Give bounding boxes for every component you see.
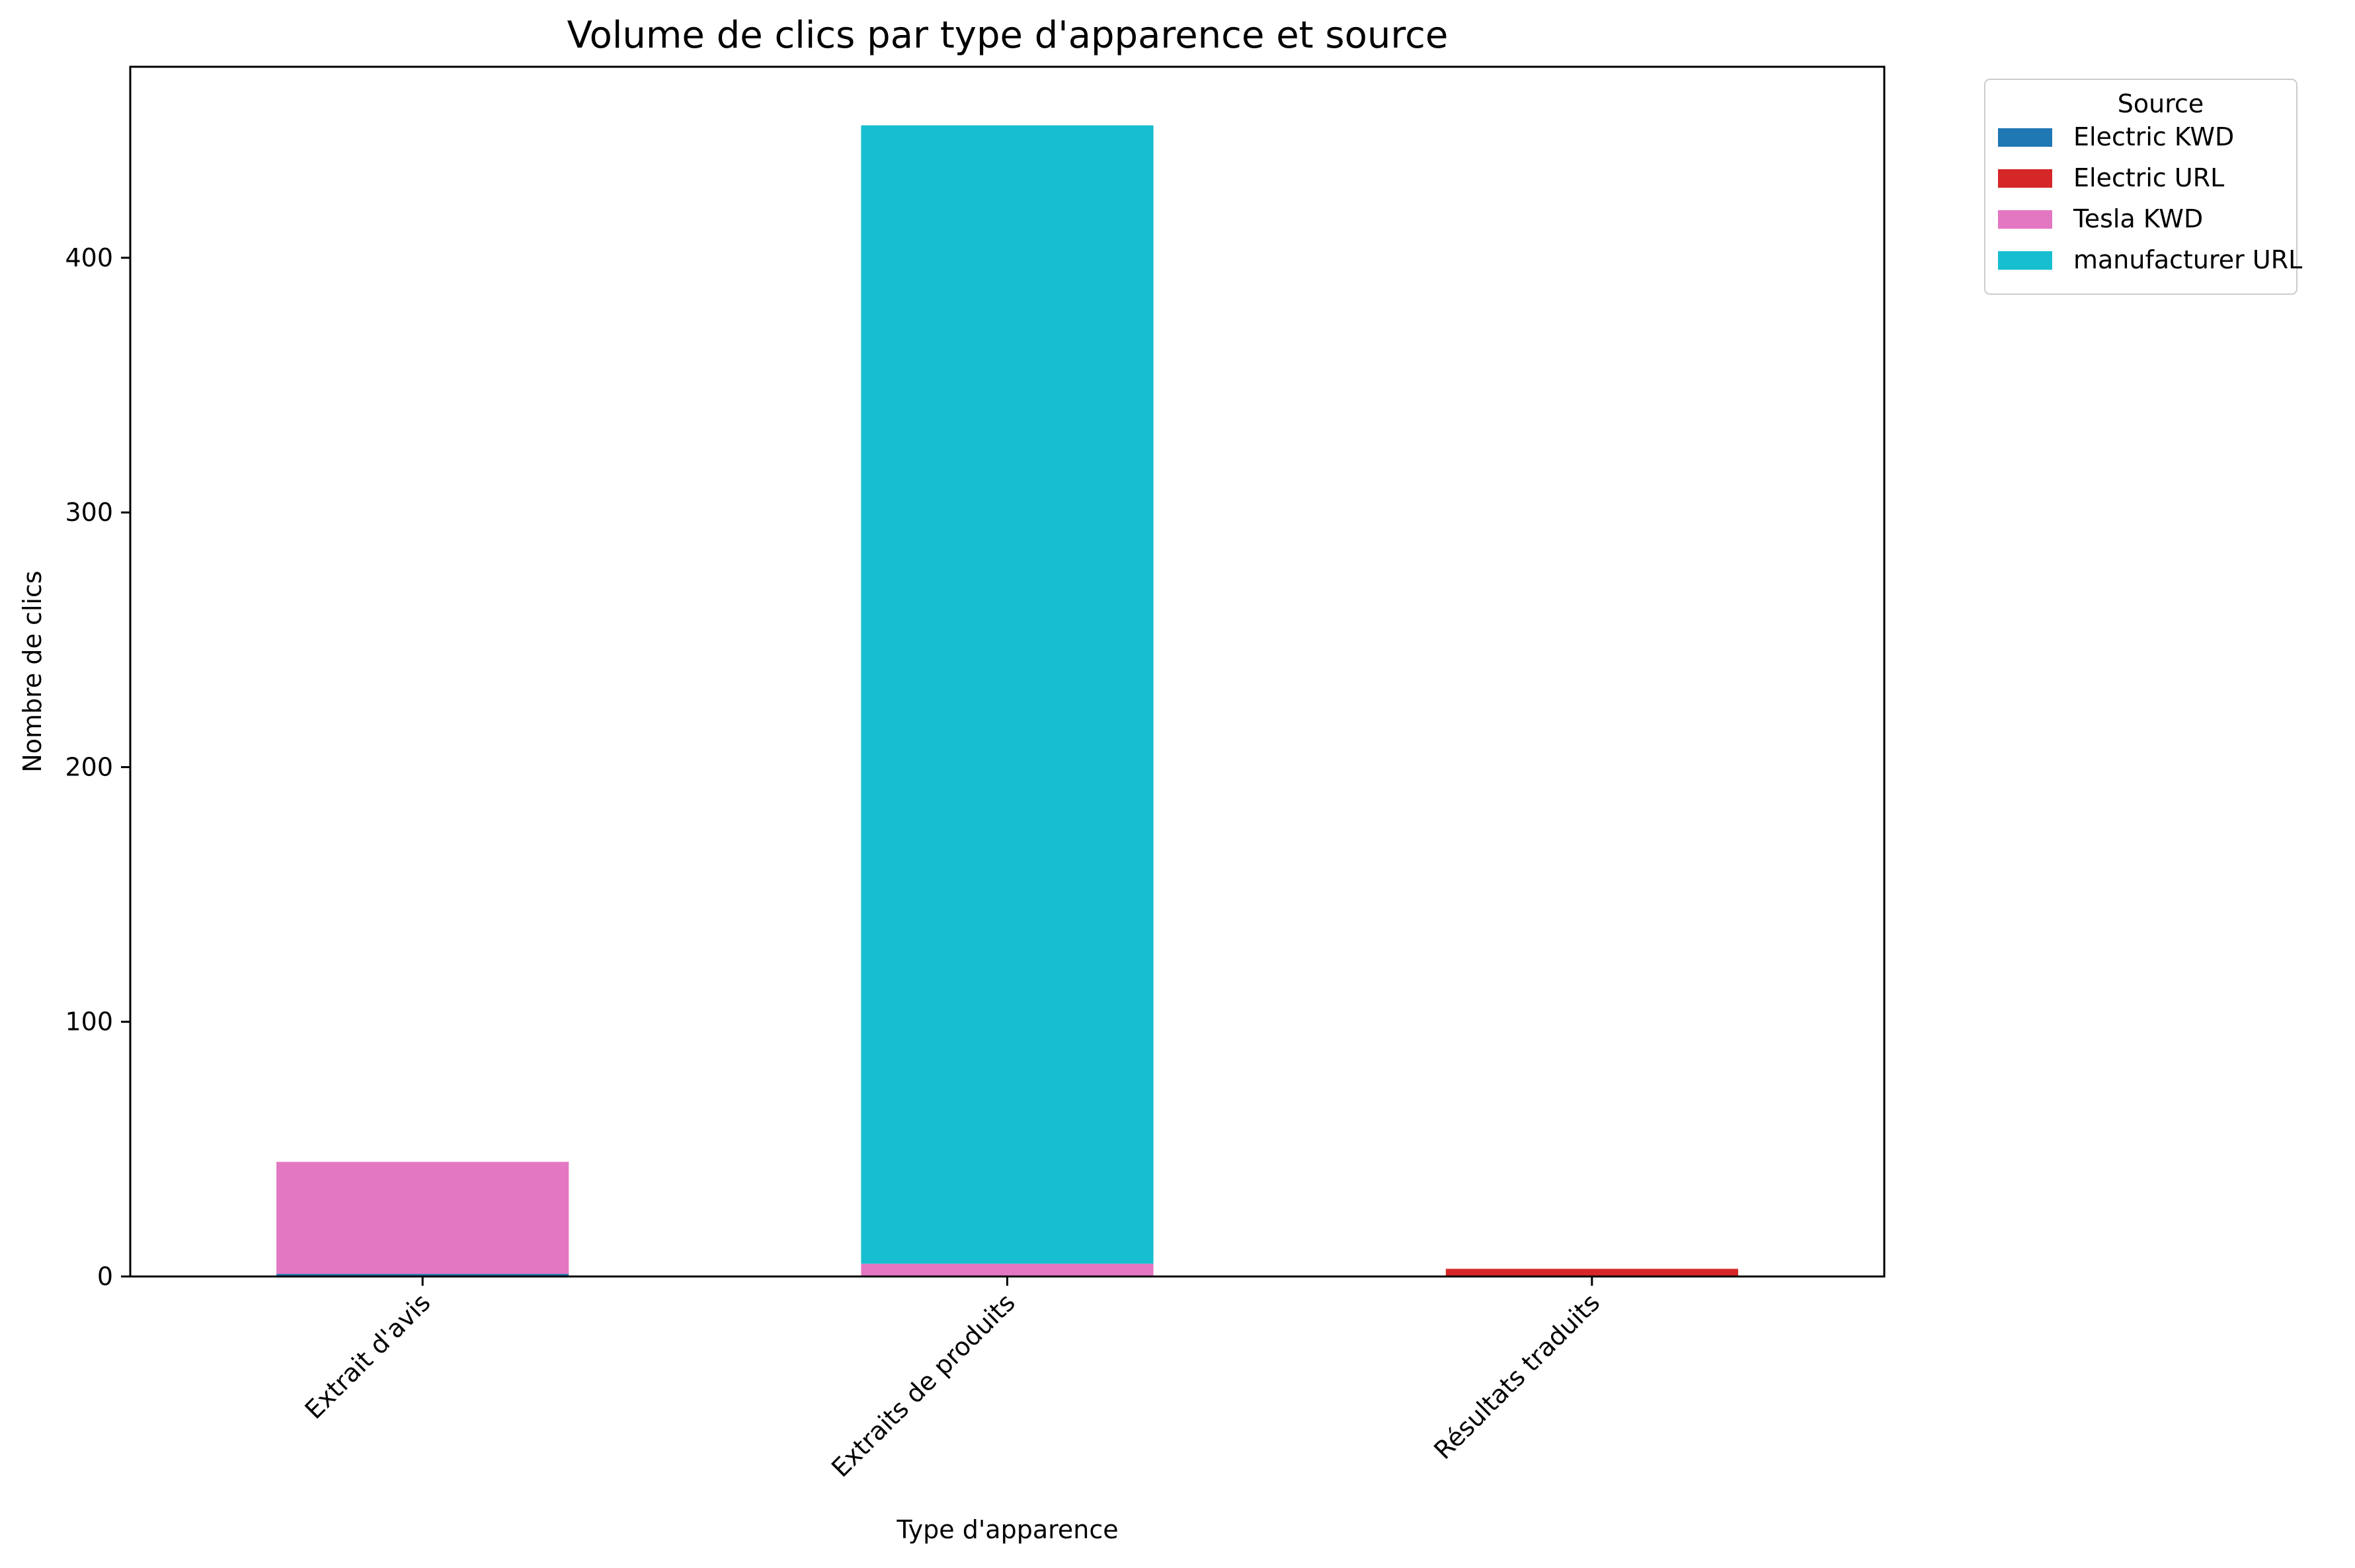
y-tick-label: 0 bbox=[97, 1262, 113, 1291]
x-tick-label: Résultats traduits bbox=[1428, 1288, 1605, 1465]
y-tick-label: 300 bbox=[65, 498, 113, 527]
x-tick-label: Extraits de produits bbox=[826, 1288, 1021, 1483]
legend-label: Electric URL bbox=[2073, 163, 2224, 192]
y-tick-label: 200 bbox=[65, 752, 113, 781]
y-tick-label: 100 bbox=[65, 1007, 113, 1037]
bar-tesla-kwd-0 bbox=[276, 1161, 569, 1274]
x-axis: Extrait d'avis Extraits de produits Résult… bbox=[299, 1276, 1605, 1483]
legend-swatch bbox=[1998, 169, 2052, 188]
bar-electric-url-2 bbox=[1445, 1269, 1738, 1276]
bar-manufacturer-url-1 bbox=[861, 125, 1154, 1264]
bars-layer bbox=[276, 125, 1738, 1276]
chart-title: Volume de clics par type d'apparence et … bbox=[567, 14, 1449, 57]
legend-items: Electric KWD Electric URL Tesla KWD manufac… bbox=[1998, 122, 2302, 274]
legend-label: Electric KWD bbox=[2073, 122, 2234, 151]
y-tick-label: 400 bbox=[65, 243, 113, 272]
y-axis: 0 100 200 300 400 bbox=[65, 243, 130, 1291]
legend-frame bbox=[1984, 79, 2297, 295]
legend-swatch bbox=[1998, 128, 2052, 147]
x-axis-label: Type d'apparence bbox=[896, 1515, 1118, 1544]
legend-title: Source bbox=[2118, 89, 2204, 118]
bar-electric-kwd-0 bbox=[276, 1274, 569, 1276]
x-tick-label: Extrait d'avis bbox=[299, 1288, 436, 1425]
plot-frame bbox=[129, 65, 1886, 1278]
legend-swatch bbox=[1998, 251, 2052, 270]
y-axis-label: Nombre de clics bbox=[18, 570, 47, 772]
legend-label: Tesla KWD bbox=[2073, 204, 2203, 233]
bar-tesla-kwd-1 bbox=[861, 1263, 1154, 1276]
legend: Source Electric KWD Electric URL Tesla KWD… bbox=[1984, 79, 2302, 295]
legend-swatch bbox=[1998, 210, 2052, 229]
legend-label: manufacturer URL bbox=[2073, 245, 2302, 274]
